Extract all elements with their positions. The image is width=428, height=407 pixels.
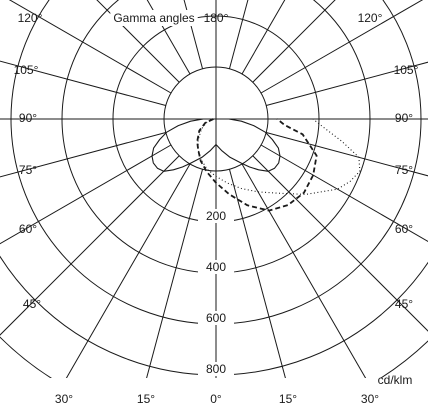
- gamma-label: 15°: [279, 392, 297, 406]
- gamma-label: 120°: [18, 11, 43, 25]
- gamma-spoke: [8, 0, 172, 94]
- gamma-label: 45°: [23, 297, 41, 311]
- gamma-label: 60°: [19, 222, 37, 236]
- gamma-label: 90°: [19, 111, 37, 125]
- gamma-label: 30°: [55, 392, 73, 406]
- gamma-spoke: [146, 169, 204, 378]
- curve-solid: [151, 118, 281, 172]
- gamma-spoke: [183, 0, 204, 69]
- chart-title: Gamma angles: [113, 11, 194, 25]
- gamma-label: 120°: [358, 11, 383, 25]
- gamma-label: 180°: [204, 11, 229, 25]
- gamma-label: 30°: [361, 392, 379, 406]
- gamma-angle-labels: 120° 180° 120° 105° 105° 90° 90° 75° 75° 60° 60° 45…: [14, 11, 419, 406]
- intensity-curves: [151, 118, 361, 212]
- gamma-spoke: [252, 0, 336, 83]
- gamma-spoke: [146, 0, 191, 75]
- gamma-label: 15°: [137, 392, 155, 406]
- gamma-spoke: [260, 144, 428, 242]
- gamma-spoke: [241, 0, 286, 75]
- gamma-label: 45°: [395, 297, 413, 311]
- tick-label-bg: [198, 362, 234, 376]
- unit-label: cd/klm: [378, 373, 413, 387]
- gamma-label: 75°: [19, 163, 37, 177]
- gamma-spoke: [228, 169, 286, 378]
- gamma-spoke: [266, 61, 428, 107]
- radial-tick-labels: 2004006008001000: [198, 209, 234, 376]
- radial-tick-label: 400: [206, 260, 226, 274]
- gamma-spoke: [266, 131, 428, 177]
- gamma-label: 90°: [395, 111, 413, 125]
- gamma-label: 75°: [395, 163, 413, 177]
- tick-label-bg: [198, 311, 234, 325]
- gamma-spoke: [252, 155, 428, 332]
- gamma-label: 0°: [210, 392, 222, 406]
- gamma-label: 105°: [14, 63, 39, 77]
- gamma-spoke: [228, 0, 249, 69]
- gamma-spoke: [260, 0, 424, 94]
- gamma-spoke: [96, 0, 180, 83]
- tick-label-bg: [198, 260, 234, 274]
- title-bg: [110, 10, 198, 26]
- curve-dashed: [196, 118, 318, 212]
- gamma-spoke: [241, 163, 367, 378]
- gamma-spoke: [0, 155, 180, 336]
- gamma-spoke: [0, 144, 172, 245]
- gamma-spoke: [0, 131, 166, 178]
- radial-tick-label: 200: [206, 209, 226, 223]
- gamma-label: 105°: [394, 63, 419, 77]
- gamma-spoke: [65, 163, 191, 378]
- curve-dotted: [197, 118, 361, 195]
- tick-label-bg: [198, 209, 234, 223]
- radial-tick-label: 800: [206, 362, 226, 376]
- gamma-label: 60°: [395, 222, 413, 236]
- gamma-spoke: [0, 60, 166, 107]
- radial-tick-label: 600: [206, 311, 226, 325]
